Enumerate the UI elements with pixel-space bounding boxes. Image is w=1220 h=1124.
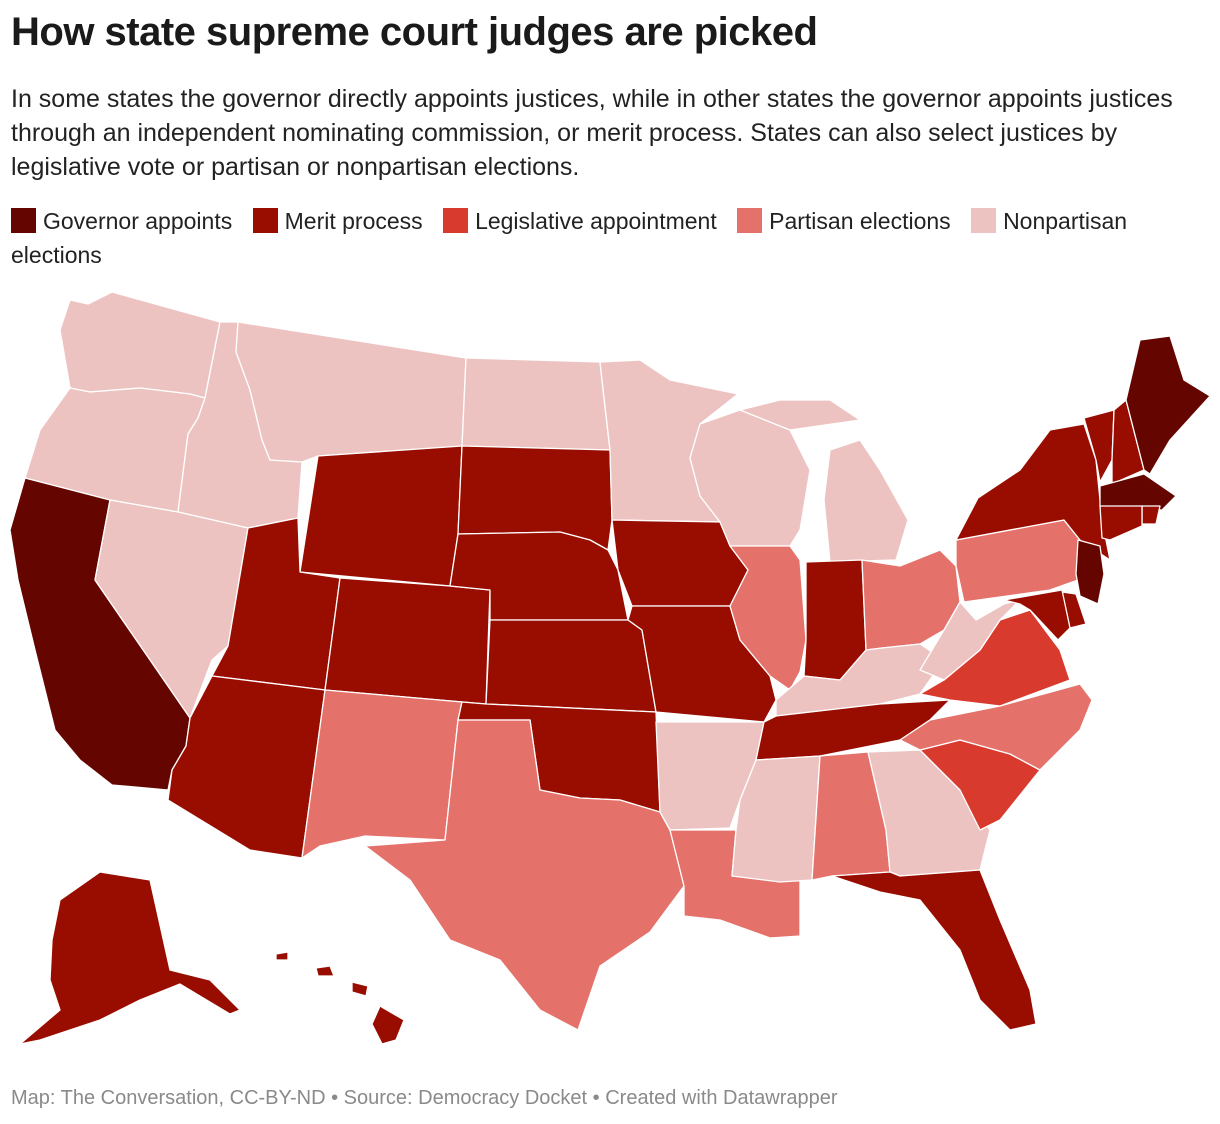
state-massachusetts[interactable] bbox=[1099, 473, 1177, 511]
legend-swatch bbox=[971, 208, 997, 233]
chart-subtitle: In some states the governor directly app… bbox=[11, 85, 1173, 181]
state-texas[interactable] bbox=[364, 719, 685, 1031]
chart-footer: Map: The Conversation, CC-BY-ND • Source… bbox=[11, 1087, 838, 1109]
legend-swatch bbox=[11, 208, 36, 233]
legend-swatch bbox=[737, 208, 763, 233]
state-north-carolina[interactable] bbox=[899, 683, 1093, 771]
legend-item-nonpartisan-elections: Nonpartisan elections bbox=[11, 208, 1127, 268]
state-maine[interactable] bbox=[1125, 335, 1211, 475]
legend-label: Merit process bbox=[284, 208, 423, 234]
us-map bbox=[9, 291, 1211, 1045]
state-new-mexico[interactable] bbox=[301, 689, 463, 859]
legend-item-merit-process: Merit process bbox=[252, 208, 423, 234]
legend-swatch bbox=[443, 208, 469, 233]
state-vermont[interactable] bbox=[1083, 409, 1115, 483]
state-west-virginia[interactable] bbox=[919, 599, 1021, 681]
legend: Governor appoints Merit process Legislat… bbox=[11, 204, 1206, 272]
state-new-hampshire[interactable] bbox=[1111, 399, 1145, 485]
state-wyoming[interactable] bbox=[299, 445, 463, 587]
legend-label: Partisan elections bbox=[769, 208, 951, 234]
state-nevada[interactable] bbox=[94, 499, 249, 719]
state-maryland[interactable] bbox=[1003, 589, 1071, 641]
legend-label: Nonpartisan elections bbox=[11, 208, 1128, 268]
state-hawaii[interactable] bbox=[275, 951, 405, 1045]
state-nebraska[interactable] bbox=[449, 531, 629, 621]
state-michigan[interactable] bbox=[739, 399, 909, 563]
state-new-jersey[interactable] bbox=[1075, 539, 1105, 605]
states-layer bbox=[9, 291, 1211, 1045]
legend-label: Governor appoints bbox=[43, 208, 233, 234]
legend-item-legislative-appointment: Legislative appointment bbox=[443, 208, 717, 234]
state-north-dakota[interactable] bbox=[461, 357, 611, 451]
state-colorado[interactable] bbox=[324, 577, 491, 705]
legend-label: Legislative appointment bbox=[475, 208, 717, 234]
legend-item-partisan-elections: Partisan elections bbox=[737, 208, 951, 234]
state-rhode-island[interactable] bbox=[1141, 505, 1161, 525]
state-kansas[interactable] bbox=[485, 619, 657, 713]
chart-title: How state supreme court judges are picke… bbox=[11, 10, 818, 54]
state-washington[interactable] bbox=[59, 291, 221, 399]
legend-swatch bbox=[252, 208, 278, 233]
state-montana[interactable] bbox=[235, 321, 467, 463]
state-florida[interactable] bbox=[831, 869, 1037, 1031]
legend-item-governor-appoints: Governor appoints bbox=[11, 208, 232, 234]
state-connecticut[interactable] bbox=[1099, 505, 1143, 541]
state-alaska[interactable] bbox=[19, 871, 241, 1045]
